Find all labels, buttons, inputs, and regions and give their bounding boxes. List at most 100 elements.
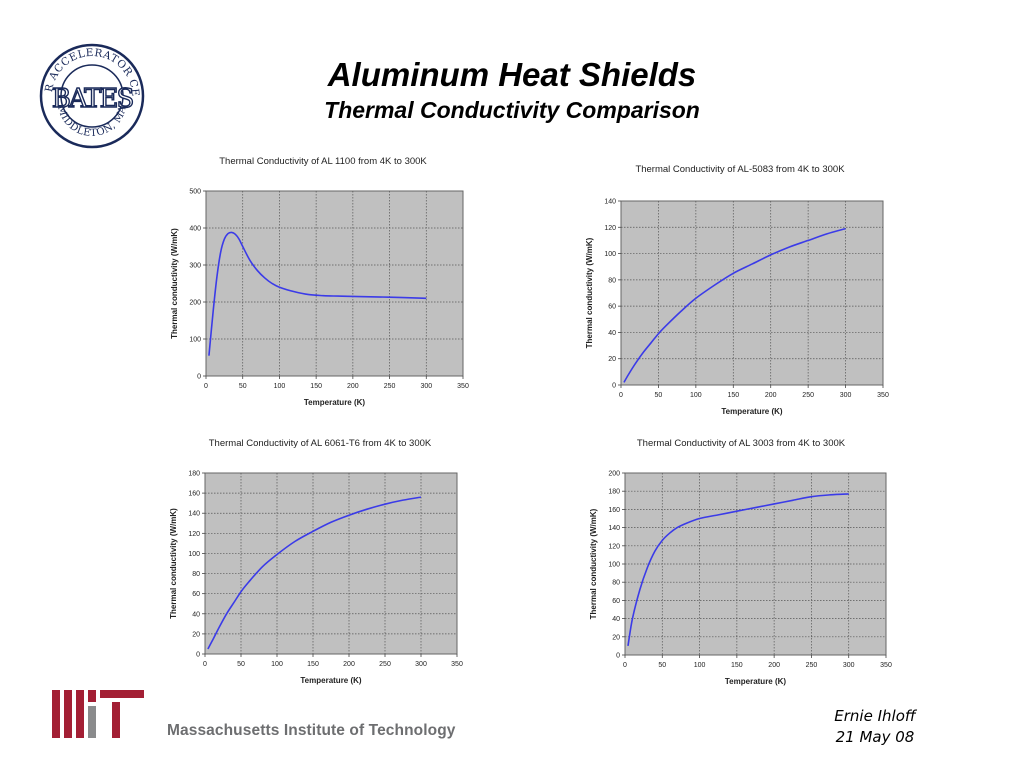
y-tick-label: 60 xyxy=(192,591,200,598)
plot-area xyxy=(205,190,464,377)
y-tick-label: 20 xyxy=(608,356,616,363)
y-tick-label: 180 xyxy=(188,471,200,478)
y-tick-label: 80 xyxy=(192,571,200,578)
chart-title: Thermal Conductivity of AL-5083 from 4K … xyxy=(635,164,845,175)
bates-seal-icon: LINEAR ACCELERATOR CENTER MIDDLETON, MA … xyxy=(38,42,145,149)
x-tick-label: 150 xyxy=(307,661,319,668)
mit-logo-icon xyxy=(52,690,144,738)
x-tick-label: 250 xyxy=(379,661,391,668)
x-tick-label: 0 xyxy=(204,383,208,390)
y-tick-label: 80 xyxy=(608,277,616,284)
x-tick-label: 50 xyxy=(655,392,663,399)
x-axis-label: Temperature (K) xyxy=(304,398,366,407)
y-tick-label: 40 xyxy=(192,611,200,618)
title-block: Aluminum Heat Shields Thermal Conductivi… xyxy=(0,56,1024,124)
presentation-date: 21 May 08 xyxy=(835,728,915,746)
x-tick-label: 100 xyxy=(271,661,283,668)
plot-area xyxy=(204,472,458,655)
x-tick-label: 0 xyxy=(623,662,627,669)
y-tick-label: 400 xyxy=(189,226,201,233)
y-tick-label: 140 xyxy=(608,525,620,532)
institution-name: Massachusetts Institute of Technology xyxy=(167,722,456,739)
y-tick-label: 200 xyxy=(189,300,201,307)
plot-area xyxy=(620,200,884,386)
x-tick-label: 150 xyxy=(310,383,322,390)
author-block: Ernie Ihloff 21 May 08 xyxy=(790,706,960,748)
series-line xyxy=(207,496,422,650)
series-line xyxy=(208,231,427,356)
y-axis-label: Thermal conductivity (W/mK) xyxy=(170,228,179,339)
x-tick-label: 300 xyxy=(840,392,852,399)
y-tick-label: 100 xyxy=(604,251,616,258)
y-tick-label: 500 xyxy=(189,189,201,196)
chart-al-1100: Thermal Conductivity of AL 1100 from 4K … xyxy=(170,156,469,407)
x-axis-label: Temperature (K) xyxy=(721,407,783,416)
x-tick-label: 350 xyxy=(877,392,889,399)
x-tick-label: 100 xyxy=(690,392,702,399)
y-tick-label: 60 xyxy=(608,304,616,311)
x-tick-label: 50 xyxy=(237,661,245,668)
x-tick-label: 250 xyxy=(384,383,396,390)
y-tick-label: 40 xyxy=(612,616,620,623)
y-axis-label: Thermal conductivity (W/mK) xyxy=(589,508,598,619)
x-tick-label: 150 xyxy=(731,662,743,669)
x-tick-label: 200 xyxy=(768,662,780,669)
chart-title: Thermal Conductivity of AL 6061-T6 from … xyxy=(209,438,432,449)
y-axis-label: Thermal conductivity (W/mK) xyxy=(169,508,178,619)
y-tick-label: 180 xyxy=(608,489,620,496)
series-line xyxy=(627,493,849,647)
x-tick-label: 300 xyxy=(420,383,432,390)
y-tick-label: 140 xyxy=(188,511,200,518)
x-tick-label: 50 xyxy=(658,662,666,669)
x-tick-label: 100 xyxy=(694,662,706,669)
y-tick-label: 40 xyxy=(608,330,616,337)
y-tick-label: 160 xyxy=(608,507,620,514)
y-tick-label: 80 xyxy=(612,580,620,587)
chart-title: Thermal Conductivity of AL 3003 from 4K … xyxy=(637,438,846,449)
y-tick-label: 120 xyxy=(604,225,616,232)
x-tick-label: 50 xyxy=(239,383,247,390)
chart-title: Thermal Conductivity of AL 1100 from 4K … xyxy=(219,156,427,167)
y-tick-label: 0 xyxy=(197,374,201,381)
slide-title: Aluminum Heat Shields xyxy=(327,56,697,93)
author-name: Ernie Ihloff xyxy=(834,707,916,725)
x-tick-label: 200 xyxy=(765,392,777,399)
chart-al-6061-t6: Thermal Conductivity of AL 6061-T6 from … xyxy=(169,438,463,685)
y-tick-label: 100 xyxy=(188,551,200,558)
x-tick-label: 200 xyxy=(343,661,355,668)
y-tick-label: 20 xyxy=(192,631,200,638)
y-tick-label: 300 xyxy=(189,263,201,270)
x-tick-label: 200 xyxy=(347,383,359,390)
x-tick-label: 350 xyxy=(451,661,463,668)
x-axis-label: Temperature (K) xyxy=(725,677,787,686)
y-tick-label: 120 xyxy=(608,543,620,550)
x-tick-label: 0 xyxy=(203,661,207,668)
x-tick-label: 250 xyxy=(802,392,814,399)
series-line xyxy=(623,227,846,383)
y-tick-label: 0 xyxy=(616,653,620,660)
x-tick-label: 250 xyxy=(806,662,818,669)
y-tick-label: 60 xyxy=(612,598,620,605)
y-tick-label: 100 xyxy=(189,337,201,344)
y-tick-label: 160 xyxy=(188,491,200,498)
y-tick-label: 0 xyxy=(612,383,616,390)
x-axis-label: Temperature (K) xyxy=(300,676,362,685)
slide-subtitle: Thermal Conductivity Comparison xyxy=(324,97,700,123)
x-tick-label: 150 xyxy=(727,392,739,399)
x-tick-label: 350 xyxy=(457,383,469,390)
y-tick-label: 120 xyxy=(188,531,200,538)
y-tick-label: 20 xyxy=(612,634,620,641)
y-tick-label: 200 xyxy=(608,471,620,478)
x-tick-label: 300 xyxy=(415,661,427,668)
chart-al-5083: Thermal Conductivity of AL-5083 from 4K … xyxy=(585,164,889,416)
chart-al-3003: Thermal Conductivity of AL 3003 from 4K … xyxy=(589,438,892,686)
x-tick-label: 300 xyxy=(843,662,855,669)
x-tick-label: 350 xyxy=(880,662,892,669)
x-tick-label: 0 xyxy=(619,392,623,399)
x-tick-label: 100 xyxy=(274,383,286,390)
svg-text:BATES: BATES xyxy=(52,84,133,114)
y-tick-label: 140 xyxy=(604,199,616,206)
y-axis-label: Thermal conductivity (W/mK) xyxy=(585,237,594,348)
y-tick-label: 100 xyxy=(608,562,620,569)
y-tick-label: 0 xyxy=(196,652,200,659)
